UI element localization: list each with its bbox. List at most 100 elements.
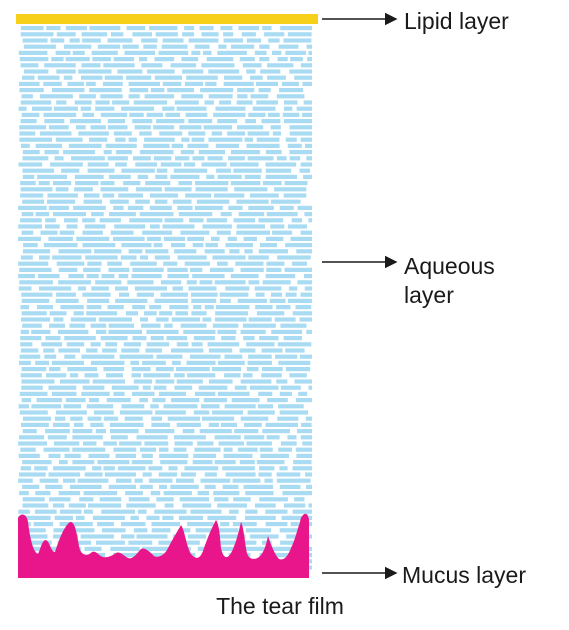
aqueous-texture-dash	[155, 367, 174, 372]
aqueous-texture-dash	[87, 261, 102, 266]
aqueous-texture-dash	[155, 174, 168, 179]
aqueous-texture-dash	[213, 491, 240, 496]
aqueous-texture-dash	[139, 398, 148, 403]
aqueous-texture-dash	[20, 193, 44, 198]
aqueous-texture-dash	[207, 156, 223, 161]
aqueous-texture-dash	[103, 441, 117, 446]
aqueous-texture-dash	[153, 156, 172, 161]
aqueous-texture-dash	[55, 50, 71, 55]
aqueous-texture-dash	[205, 81, 217, 86]
aqueous-texture-dash	[164, 187, 192, 192]
aqueous-texture-dash	[258, 218, 284, 223]
aqueous-texture-dash	[86, 81, 96, 86]
aqueous-texture-dash	[83, 441, 97, 446]
aqueous-texture-dash	[21, 367, 47, 372]
aqueous-texture-dash	[235, 261, 264, 266]
aqueous-texture-dash	[20, 336, 42, 341]
aqueous-texture-dash	[47, 435, 67, 440]
aqueous-texture-dash	[22, 429, 37, 434]
aqueous-texture-dash	[40, 230, 58, 235]
aqueous-texture-dash	[76, 125, 86, 130]
aqueous-texture-dash	[127, 280, 154, 285]
aqueous-texture-dash	[164, 218, 184, 223]
aqueous-texture-dash	[220, 26, 233, 31]
aqueous-texture-dash	[129, 112, 144, 117]
aqueous-texture-dash	[280, 323, 307, 328]
aqueous-texture-dash	[75, 181, 99, 186]
aqueous-texture-dash	[215, 311, 248, 316]
aqueous-texture-dash	[82, 112, 95, 117]
aqueous-texture-dash	[125, 491, 143, 496]
aqueous-texture-dash	[277, 342, 312, 347]
aqueous-texture-dash	[21, 385, 43, 390]
aqueous-texture-dash	[22, 174, 35, 179]
aqueous-texture-dash	[223, 38, 243, 43]
aqueous-texture-dash	[244, 435, 265, 440]
aqueous-texture-dash	[35, 360, 49, 365]
aqueous-texture-dash	[18, 106, 27, 111]
aqueous-texture-dash	[262, 367, 283, 372]
aqueous-texture-dash	[132, 119, 153, 124]
aqueous-texture-dash	[186, 280, 197, 285]
aqueous-texture-dash	[129, 88, 149, 93]
aqueous-texture-dash	[18, 509, 30, 514]
aqueous-texture-dash	[220, 522, 230, 527]
aqueous-texture-dash	[228, 156, 245, 161]
aqueous-texture-dash	[153, 125, 175, 130]
aqueous-texture-dash	[189, 267, 203, 272]
aqueous-texture-dash	[119, 292, 130, 297]
aqueous-texture-dash	[258, 391, 273, 396]
aqueous-texture-dash	[240, 416, 269, 421]
aqueous-texture-dash	[239, 348, 256, 353]
aqueous-texture-dash	[169, 305, 189, 310]
aqueous-texture-dash	[98, 317, 132, 322]
aqueous-texture-dash	[53, 528, 68, 533]
aqueous-texture-dash	[101, 528, 126, 533]
aqueous-texture-dash	[206, 174, 215, 179]
aqueous-texture-dash	[303, 274, 312, 279]
aqueous-texture-dash	[287, 224, 307, 229]
aqueous-texture-dash	[214, 317, 247, 322]
aqueous-texture-dash	[167, 274, 189, 279]
aqueous-texture-dash	[20, 348, 39, 353]
aqueous-texture-dash	[63, 404, 81, 409]
aqueous-texture-dash	[58, 249, 92, 254]
aqueous-texture-dash	[220, 212, 232, 217]
aqueous-texture-dash	[188, 38, 219, 43]
aqueous-texture-dash	[47, 193, 78, 198]
aqueous-texture-dash	[176, 478, 194, 483]
aqueous-texture-dash	[265, 509, 288, 514]
aqueous-texture-dash	[45, 484, 63, 489]
aqueous-texture-dash	[19, 391, 48, 396]
aqueous-texture-dash	[144, 441, 169, 446]
aqueous-texture-dash	[237, 94, 248, 99]
aqueous-texture-dash	[208, 69, 240, 74]
aqueous-texture-dash	[282, 112, 300, 117]
aqueous-texture-dash	[18, 224, 42, 229]
aqueous-texture-dash	[306, 515, 312, 520]
aqueous-texture-dash	[70, 416, 83, 421]
aqueous-texture-dash	[229, 249, 240, 254]
aqueous-texture-dash	[214, 193, 245, 198]
aqueous-texture-dash	[218, 441, 244, 446]
aqueous-texture-dash	[145, 429, 175, 434]
aqueous-texture-dash	[180, 472, 196, 477]
aqueous-texture-dash	[177, 205, 193, 210]
aqueous-texture-dash	[120, 255, 137, 260]
aqueous-texture-dash	[48, 453, 61, 458]
aqueous-texture-dash	[156, 354, 183, 359]
aqueous-texture-dash	[208, 540, 236, 545]
aqueous-texture-dash	[204, 472, 217, 477]
aqueous-texture-dash	[264, 478, 273, 483]
aqueous-texture-dash	[289, 156, 301, 161]
aqueous-texture-dash	[279, 484, 301, 489]
aqueous-texture-dash	[204, 305, 214, 310]
aqueous-texture-dash	[254, 50, 267, 55]
aqueous-texture-dash	[248, 112, 266, 117]
aqueous-texture-dash	[285, 292, 297, 297]
aqueous-texture-dash	[21, 230, 34, 235]
aqueous-texture-dash	[222, 466, 255, 471]
aqueous-texture-dash	[54, 515, 73, 520]
aqueous-texture-dash	[89, 26, 121, 31]
aqueous-texture-dash	[261, 119, 281, 124]
